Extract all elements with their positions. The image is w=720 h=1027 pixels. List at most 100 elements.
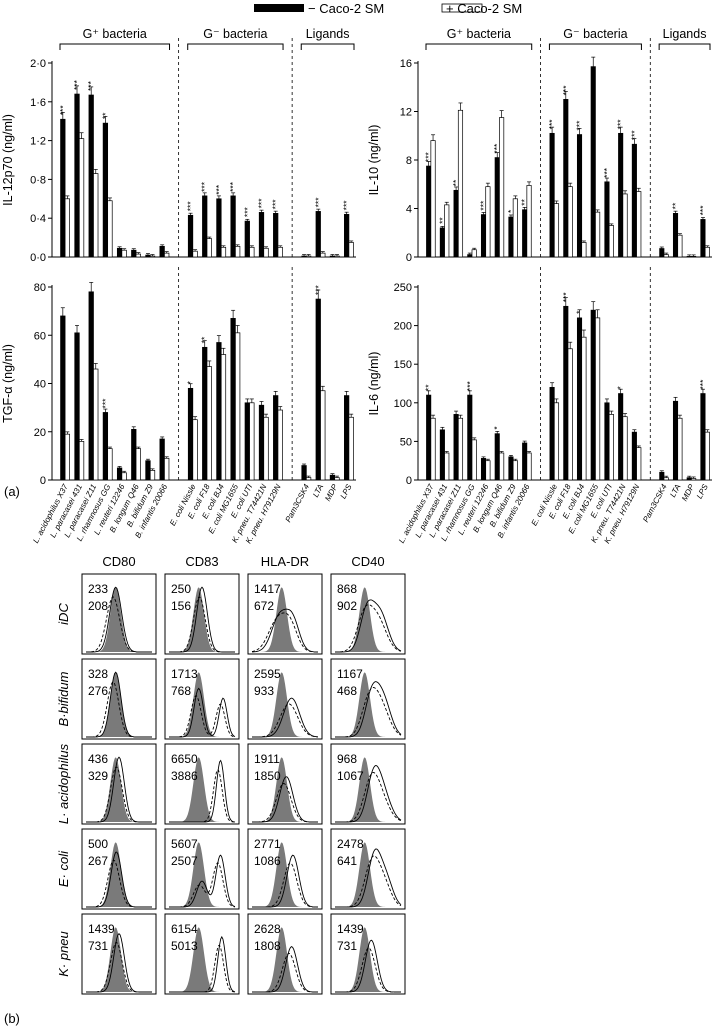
bar-minus-caco [494,157,500,258]
histogram-plus-caco [335,604,402,653]
bar-plus-caco [235,245,241,258]
bar-plus-caco [430,417,436,481]
bar-minus-caco [258,404,265,481]
histogram-plus-caco [251,612,318,653]
mfi-minus-caco: 233 [88,582,108,596]
significance-marker: *** [561,85,571,96]
legend-swatch-plus [441,3,483,13]
y-tick-label: 250 [394,282,412,294]
bar-plus-caco [149,255,156,258]
bar-plus-caco [677,417,683,481]
bar-plus-caco [235,332,241,481]
significance-marker: * [575,310,585,314]
bar-minus-caco [453,189,459,258]
significance-marker: *** [602,167,612,178]
bar-minus-caco [549,387,555,481]
isotype-histogram [86,757,152,822]
bar-plus-caco [471,439,477,481]
significance-marker: *** [242,206,252,217]
y-tick-label: 8 [406,155,412,167]
bar-minus-caco [74,332,80,481]
y-tick-label: 0 [406,475,412,487]
bar-plus-caco [444,204,450,258]
bar-plus-caco [622,416,628,481]
bar-plus-caco [192,250,198,258]
bar-plus-caco [553,203,560,258]
group-label: G⁻ bacteria [203,27,267,41]
bar-minus-caco [467,254,473,258]
bar-minus-caco [258,212,265,258]
significance-marker: *** [465,380,475,391]
category-label: MDP [680,482,697,503]
mfi-minus-caco: 250 [171,582,191,596]
significance-marker: ** [451,179,461,186]
significance-marker: * [506,209,516,213]
bar-charts: 0·0 0·4 0·8 1·2 1·6 2·0 IL-12p70 (ng/ml) G⁺ bac… [1,27,712,545]
bar-plus-caco [164,252,170,258]
category-label: MDP [323,482,340,503]
bar-plus-caco [107,448,113,481]
histogram-plus-caco [169,944,236,993]
bar-plus-caco [595,211,601,258]
group-label: G⁺ bacteria [83,27,147,41]
flow-histogram-cell: 1439 731 [330,913,406,995]
mfi-plus-caco: 641 [337,854,357,868]
isotype-histogram [252,672,318,737]
bar-plus-caco [485,186,491,258]
group-bracket [658,43,711,50]
bar-minus-caco [273,395,279,481]
bar-minus-caco [273,213,279,258]
bar-plus-caco [277,409,283,481]
bar-minus-caco [563,99,569,258]
bar-minus-caco [672,400,679,481]
histogram-plus-caco [169,862,236,908]
mfi-plus-caco: 1086 [254,854,281,868]
category-label: Pam3CSK4 [284,482,312,524]
mfi-plus-caco: 1067 [337,769,364,783]
legend-label-minus: − Caco-2 SM [308,1,384,16]
bar-minus-caco [549,132,555,258]
significance-marker: ** [424,384,434,391]
significance-marker: *** [698,379,708,390]
y-tick-label: 80 [34,282,46,294]
significance-marker: *** [313,284,323,295]
flow-histogram-cell: 2771 1086 [247,828,323,910]
significance-marker: *** [342,200,352,211]
bar-minus-caco [618,132,624,258]
flow-histogram-cell: 1167 468 [330,658,406,740]
bar-minus-caco [145,254,151,258]
significance-marker: *** [479,200,489,211]
bar-minus-caco [576,317,583,481]
bar-minus-caco [604,181,610,258]
flow-column-header: CD83 [185,554,218,569]
bar-plus-caco [220,354,227,481]
bar-plus-caco [595,317,601,481]
mfi-plus-caco: 1808 [254,939,281,953]
bar-plus-caco [320,252,326,258]
significance-marker: ** [520,198,530,205]
histogram-plus-caco [335,947,401,993]
flow-histogram-cell: 2628 1808 [247,913,323,995]
category-label: Pam3CSK4 [641,482,669,524]
bar-plus-caco [567,186,573,258]
group-label: Ligands [663,27,707,41]
panel-label-a: (a) [4,484,20,499]
significance-marker: *** [575,120,585,131]
bar-plus-caco [305,255,312,258]
bar-plus-caco [526,185,532,258]
bar-plus-caco [107,200,113,258]
bar-plus-caco [249,246,255,258]
y-tick-label: 40 [34,379,46,391]
bar-minus-caco [439,227,445,258]
significance-marker: *** [86,80,96,91]
significance-marker: ** [200,336,210,343]
bar-minus-caco [102,412,109,481]
flow-row-label: K· pneu [56,931,71,977]
bar-minus-caco [131,249,137,258]
bar-minus-caco [329,474,336,481]
mfi-minus-caco: 1167 [337,667,363,681]
significance-marker: *** [58,105,68,116]
isotype-histogram [252,927,318,992]
bar-plus-caco [526,452,532,481]
histogram-minus-caco [252,608,318,653]
